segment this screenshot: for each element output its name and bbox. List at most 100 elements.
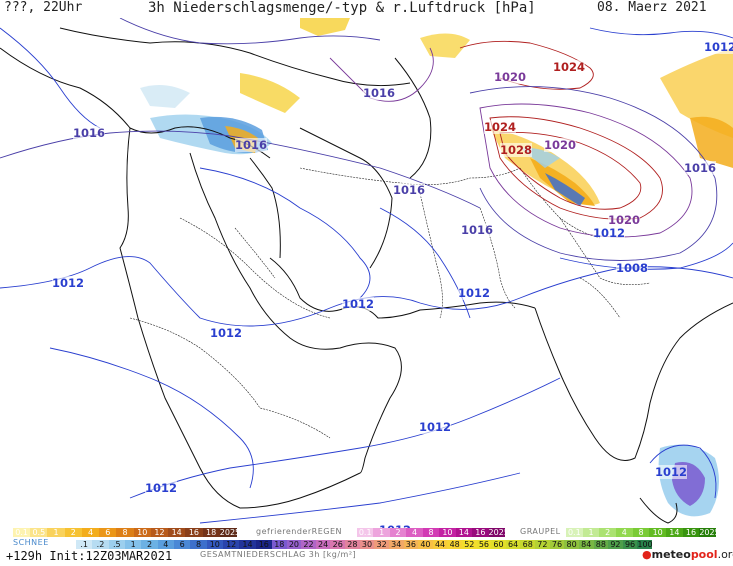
isobar-label: 1020 — [608, 213, 641, 227]
legend-swatch: 10 — [649, 528, 666, 537]
isobar-label: 1012 — [655, 465, 688, 479]
legend-swatch: 6 — [174, 540, 191, 549]
legend-swatch: 0.1 — [357, 528, 374, 537]
logo-dot-icon: ● — [642, 548, 652, 561]
isobar-label: 1016 — [363, 86, 396, 100]
legend-swatch: 36 — [403, 540, 419, 549]
legend-swatch: 88 — [593, 540, 609, 549]
isobar-label: 1016 — [235, 138, 268, 152]
legend-swatch: .2 — [92, 540, 109, 549]
legend-swatch: 4 — [406, 528, 423, 537]
coastlines — [0, 27, 733, 524]
isobar-label: 1012 — [458, 286, 491, 300]
legend-swatch: 40 — [418, 540, 433, 549]
legend-swatch: 8 — [422, 528, 440, 537]
legend-swatch: 16 — [472, 528, 489, 537]
legend-swatch: 8 — [190, 540, 207, 549]
isobar-label: 1012 — [342, 297, 375, 311]
legend-swatch: 8 — [116, 528, 134, 537]
legend-swatch: 92 — [608, 540, 623, 549]
isobar-label: 1020 — [494, 70, 527, 84]
isobar-label: 1012 — [704, 40, 733, 54]
run-info: +129h Init:12Z03MAR2021 — [6, 549, 173, 563]
legend-swatch: 14 — [168, 528, 186, 537]
legend-swatch: 14 — [666, 528, 683, 537]
isobar-label: 1024 — [553, 60, 586, 74]
legend-swatch: 4 — [81, 528, 100, 537]
total-precip-label: GESAMTNIEDERSCHLAG 3h [kg/m²] — [200, 550, 357, 559]
legend-swatch: 34 — [388, 540, 404, 549]
legend-swatch: 14 — [239, 540, 256, 549]
legend-swatch: 16 — [682, 528, 700, 537]
legend-swatch: 0.5 — [30, 528, 48, 537]
legend-swatch: 10 — [439, 528, 456, 537]
legend-swatch: 20 — [286, 540, 302, 549]
legend-swatch: 60 — [491, 540, 506, 549]
legend-swatch: 72 — [535, 540, 550, 549]
legend-swatch: .1 — [76, 540, 93, 549]
total-precip-legend: 18 20 22 24 26 28 30 32 34 36 40 44 48 52 56 60 64 68 72 76… — [272, 540, 653, 549]
legend-swatch: 22 — [301, 540, 316, 549]
isobar-label: 1016 — [461, 223, 494, 237]
legend-swatch: 64 — [505, 540, 521, 549]
legend-swatch: 8 — [632, 528, 650, 537]
legend-swatch: 0.1 — [566, 528, 583, 537]
meteopool-logo[interactable]: ●meteopool.org — [642, 548, 733, 561]
legend-swatch: 96 — [622, 540, 638, 549]
legend-swatch: 0.1 — [13, 528, 31, 537]
isobar-label: 1012 — [210, 326, 243, 340]
legend-swatch: 56 — [476, 540, 492, 549]
isobar-label: 1008 — [616, 261, 649, 275]
precipitation-areas — [140, 18, 733, 517]
snow-label: SCHNEE — [13, 538, 49, 547]
legend-swatch: 16 — [255, 540, 272, 549]
freezing-rain-label: gefrierenderREGEN — [256, 527, 342, 536]
legend-swatch: 68 — [520, 540, 536, 549]
legend-swatch: 10 — [206, 540, 223, 549]
legend-swatch: 16 — [185, 528, 203, 537]
legend-swatch: 14 — [455, 528, 473, 537]
isobar-label: 1012 — [52, 276, 85, 290]
legend-swatch: 24 — [315, 540, 331, 549]
legend-swatch: 80 — [564, 540, 579, 549]
country-borders — [129, 167, 651, 439]
legend-swatch: 84 — [578, 540, 594, 549]
legend-swatch: .5 — [108, 540, 125, 549]
legend-swatch: 26 — [330, 540, 346, 549]
map-title: 3h Niederschlagsmenge/-typ & r.Luftdruck… — [148, 0, 536, 16]
legend-swatch: 32 — [374, 540, 389, 549]
rain-legend: 0.1 0.5 1 2 4 6 8 10 12 14 16 18 2025+ — [13, 528, 247, 537]
legend-swatch: 44 — [432, 540, 448, 549]
legend-swatch: 30 — [359, 540, 375, 549]
isobar-label: 1012 — [419, 420, 452, 434]
isobar-label: 1016 — [73, 126, 106, 140]
isobar-label: 1020 — [544, 138, 577, 152]
legend-swatch: 100 — [637, 540, 653, 549]
legend-swatch: 1 — [582, 528, 600, 537]
legend-swatch: 28 — [345, 540, 360, 549]
isobar-label: 1016 — [393, 183, 426, 197]
legend-swatch: 2 — [599, 528, 616, 537]
legend-swatch: 2025+ — [488, 528, 516, 537]
isobar-label: 1024 — [484, 120, 517, 134]
legend-swatch: 1 — [125, 540, 142, 549]
map-canvas — [0, 18, 733, 528]
legend-swatch: 1 — [373, 528, 390, 537]
legend-swatch: 2025+ — [699, 528, 727, 537]
legend-swatch: 2 — [389, 528, 407, 537]
isobar-label: 1028 — [500, 143, 533, 157]
legend-swatch: 10 — [133, 528, 151, 537]
legend-swatch: 18 — [272, 540, 287, 549]
legend-swatch: 12 — [150, 528, 169, 537]
forecast-date: 08. Maerz 2021 — [597, 0, 707, 15]
legend-swatch: 2025+ — [219, 528, 247, 537]
graupel-label: GRAUPEL — [520, 527, 561, 536]
graupel-legend: 0.1 1 2 4 8 10 14 16 2025+ — [566, 528, 727, 537]
legend-swatch: 52 — [462, 540, 477, 549]
isobar-label: 1016 — [684, 161, 717, 175]
legend-swatch: 4 — [616, 528, 633, 537]
freezing-rain-legend: 0.1 1 2 4 8 10 14 16 2025+ — [357, 528, 516, 537]
isobar-label: 1012 — [145, 481, 178, 495]
legend-swatch: 48 — [447, 540, 462, 549]
